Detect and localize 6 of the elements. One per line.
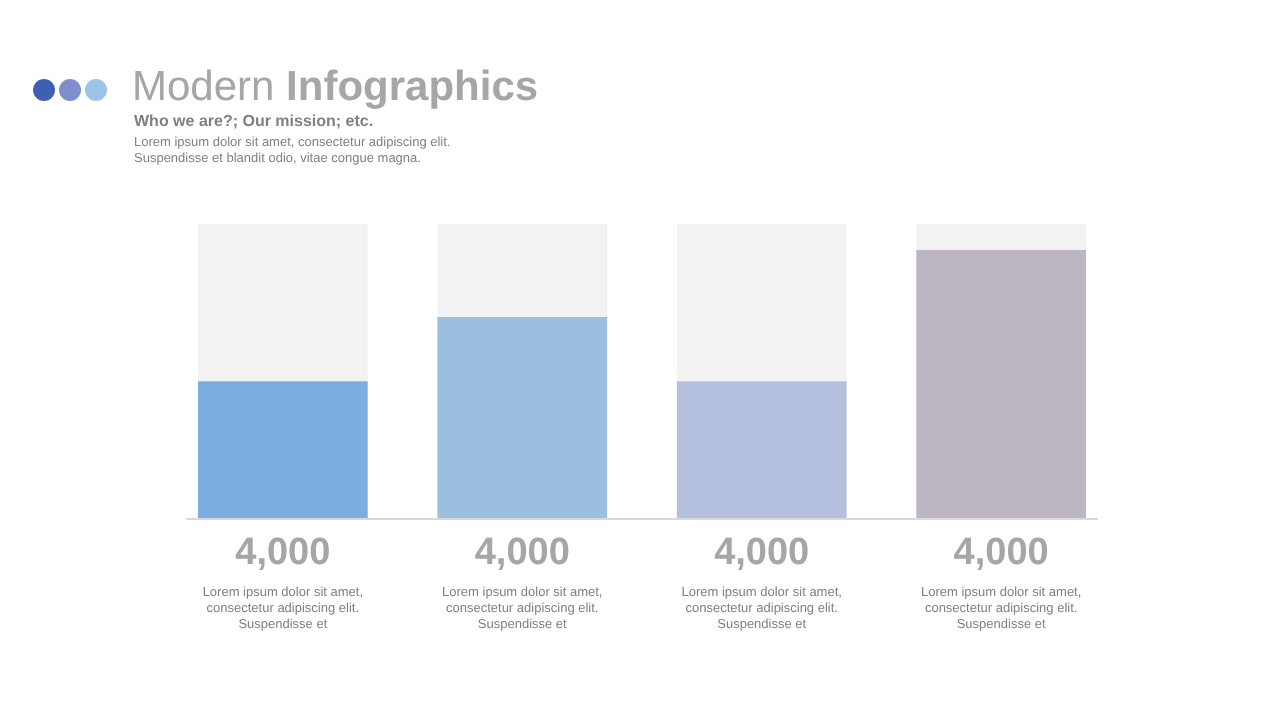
text: 4,000 xyxy=(474,532,570,574)
text: 4,000 xyxy=(714,532,810,574)
chart-title: Modern Infographics xyxy=(132,64,539,110)
text: 4,000 xyxy=(235,532,331,574)
chart-subtitle: Who we are?; Our mission; etc. xyxy=(134,112,374,130)
text: 4,000 xyxy=(953,532,1049,574)
